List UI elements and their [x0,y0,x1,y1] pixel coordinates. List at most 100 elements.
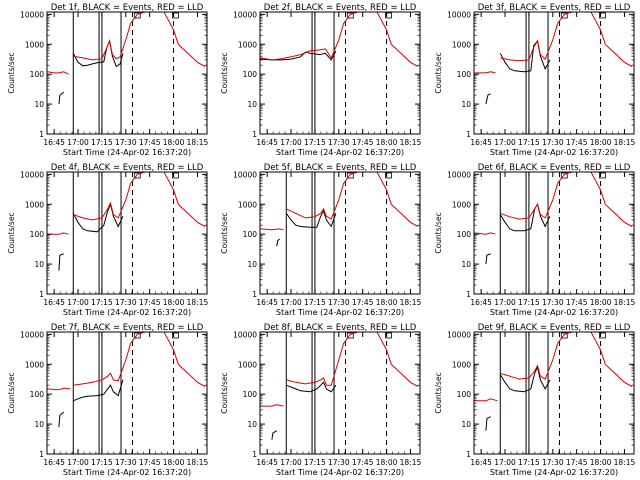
y-tick-label: 1 [252,130,257,139]
series-events-line [58,411,65,428]
plot-frame [473,331,635,455]
attenuator-marker [385,172,392,179]
x-tick-label: 16:45 [256,138,278,147]
y-tick-label: 1000 [25,200,44,209]
y-tick-label: 10000 [233,10,257,19]
x-tick-label: 16:45 [470,138,492,147]
plot-frame [46,11,208,135]
y-tick-label: 10000 [447,10,471,19]
panel-1: Det 1f, BLACK = Events, RED = LLD 1 10 100 1… [7,3,208,157]
x-tick-label: 17:00 [494,458,516,467]
series-lld-line [474,71,496,74]
y-tick-label: 10000 [233,170,257,179]
x-axis-label: Start Time (24-Apr-02 16:37:20) [490,148,618,157]
x-tick-label: 17:45 [139,298,161,307]
x-tick-label: 17:30 [115,298,137,307]
x-axis-label: Start Time (24-Apr-02 16:37:20) [63,148,191,157]
y-axis-label: Counts/sec [7,52,16,93]
y-tick-label: 10 [247,100,257,109]
panel-title: Det 6f, BLACK = Events, RED = LLD [478,163,631,173]
attenuator-marker [133,332,141,339]
x-tick-label: 18:00 [590,138,612,147]
x-tick-label: 17:00 [494,138,516,147]
y-axis-label: Counts/sec [220,212,229,253]
series-events-line [485,93,491,105]
y-tick-label: 1000 [238,40,257,49]
y-tick-label: 10 [461,260,471,269]
y-tick-label: 10000 [447,330,471,339]
x-tick-label: 17:30 [328,458,350,467]
x-tick-label: 16:45 [470,298,492,307]
x-tick-label: 17:15 [518,138,540,147]
x-axis-label: Start Time (24-Apr-02 16:37:20) [276,468,404,477]
x-tick-label: 17:45 [139,138,161,147]
x-tick-label: 16:45 [43,458,65,467]
series-events-line [485,253,491,265]
y-tick-label: 10 [461,100,471,109]
series-lld-line [500,332,633,387]
y-axis-label: Counts/sec [434,52,443,93]
x-axis-label: Start Time (24-Apr-02 16:37:20) [63,308,191,317]
x-tick-label: 17:00 [67,458,89,467]
y-tick-label: 100 [30,390,45,399]
x-tick-label: 17:30 [328,298,350,307]
attenuator-marker [172,172,179,179]
y-tick-label: 100 [30,70,45,79]
x-tick-label: 17:15 [91,458,113,467]
y-tick-label: 1 [252,450,257,459]
x-tick-label: 17:00 [494,298,516,307]
x-tick-label: 18:00 [376,458,398,467]
series-events-line [499,203,551,232]
x-tick-label: 17:45 [352,138,374,147]
attenuator-marker [599,332,606,339]
plot-frame [259,171,421,295]
x-tick-label: 17:45 [566,458,588,467]
panel-title: Det 8f, BLACK = Events, RED = LLD [264,323,417,333]
y-axis-label: Counts/sec [7,372,16,413]
panel-8: Det 8f, BLACK = Events, RED = LLD 1 10 100 1… [220,323,421,477]
x-tick-label: 17:15 [304,138,326,147]
panel-5: Det 5f, BLACK = Events, RED = LLD 1 10 100 1… [220,163,421,317]
attenuator-marker [172,332,179,339]
panel-title: Det 2f, BLACK = Events, RED = LLD [264,3,417,13]
x-tick-label: 18:15 [400,458,422,467]
y-tick-label: 10000 [233,330,257,339]
x-tick-label: 17:15 [518,458,540,467]
x-axis-label: Start Time (24-Apr-02 16:37:20) [63,468,191,477]
series-events-line [72,202,124,233]
plot-frame [473,11,635,135]
y-axis-label: Counts/sec [220,52,229,93]
y-tick-label: 1000 [238,360,257,369]
x-tick-label: 17:30 [115,138,137,147]
x-tick-label: 17:30 [542,458,564,467]
attenuator-marker [346,172,354,179]
x-tick-label: 17:30 [328,138,350,147]
attenuator-marker [133,12,141,19]
x-tick-label: 18:15 [614,298,636,307]
y-tick-label: 10 [34,260,44,269]
attenuator-marker [172,12,179,19]
x-tick-label: 17:45 [352,298,374,307]
y-tick-label: 10000 [20,330,44,339]
x-tick-label: 16:45 [43,298,65,307]
x-tick-label: 18:00 [376,138,398,147]
y-tick-label: 1 [466,130,471,139]
attenuator-marker [599,12,606,19]
y-tick-label: 10000 [20,10,44,19]
y-axis-label: Counts/sec [434,372,443,413]
x-tick-label: 18:00 [163,458,185,467]
x-tick-label: 18:15 [400,138,422,147]
x-tick-label: 17:45 [352,458,374,467]
panel-title: Det 1f, BLACK = Events, RED = LLD [51,3,204,13]
series-lld-line [286,332,419,387]
series-events-line [499,365,551,393]
y-tick-label: 10 [247,420,257,429]
x-tick-label: 18:00 [163,298,185,307]
x-tick-label: 17:30 [115,458,137,467]
y-tick-label: 100 [457,390,472,399]
x-tick-label: 17:45 [566,298,588,307]
series-events-line [499,39,551,73]
series-events-line [58,253,64,271]
y-tick-label: 100 [243,390,258,399]
x-tick-label: 17:30 [542,138,564,147]
